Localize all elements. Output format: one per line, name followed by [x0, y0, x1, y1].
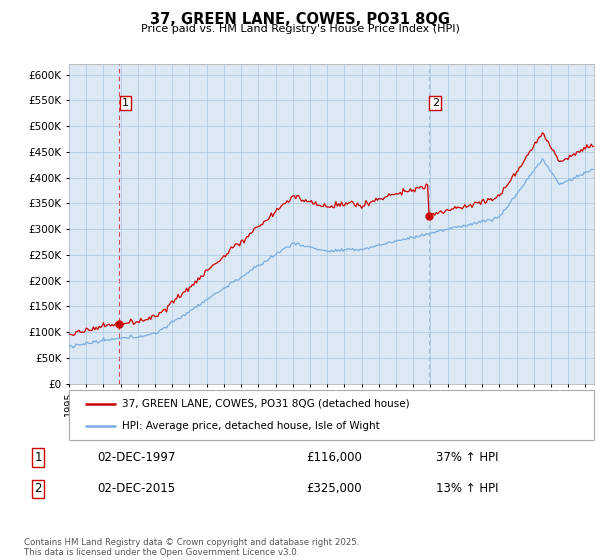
Text: 37, GREEN LANE, COWES, PO31 8QG: 37, GREEN LANE, COWES, PO31 8QG	[150, 12, 450, 27]
Text: Price paid vs. HM Land Registry's House Price Index (HPI): Price paid vs. HM Land Registry's House …	[140, 24, 460, 34]
Text: £116,000: £116,000	[306, 451, 362, 464]
Text: HPI: Average price, detached house, Isle of Wight: HPI: Average price, detached house, Isle…	[121, 421, 379, 431]
Text: 2: 2	[431, 98, 439, 108]
Text: 02-DEC-2015: 02-DEC-2015	[97, 482, 175, 496]
Text: 1: 1	[34, 451, 42, 464]
Text: 37% ↑ HPI: 37% ↑ HPI	[436, 451, 498, 464]
Text: £325,000: £325,000	[306, 482, 362, 496]
FancyBboxPatch shape	[69, 390, 594, 440]
Text: 1: 1	[122, 98, 129, 108]
Text: Contains HM Land Registry data © Crown copyright and database right 2025.
This d: Contains HM Land Registry data © Crown c…	[24, 538, 359, 557]
Text: 37, GREEN LANE, COWES, PO31 8QG (detached house): 37, GREEN LANE, COWES, PO31 8QG (detache…	[121, 399, 409, 409]
Text: 13% ↑ HPI: 13% ↑ HPI	[436, 482, 498, 496]
Text: 2: 2	[34, 482, 42, 496]
Text: 02-DEC-1997: 02-DEC-1997	[97, 451, 176, 464]
